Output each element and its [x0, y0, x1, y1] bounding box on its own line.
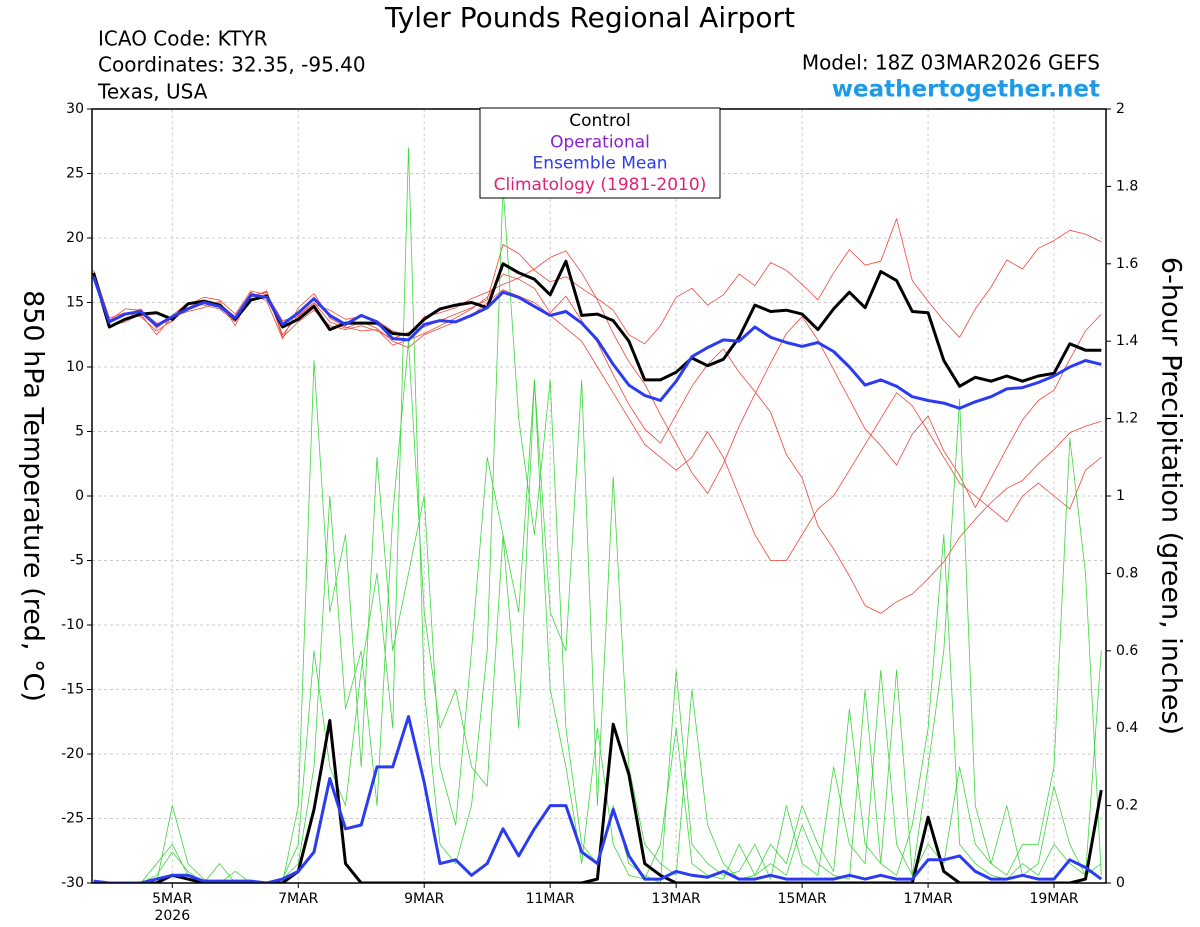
- legend-entry: Ensemble Mean: [532, 154, 667, 174]
- legend-box: [479, 107, 721, 199]
- member-line: [93, 218, 1102, 345]
- x-tick-label: 11MAR: [526, 891, 575, 907]
- y-tick-label: 10: [66, 359, 84, 375]
- x-tick-label: 7MAR: [278, 891, 319, 907]
- info-text: Texas, USA: [97, 80, 208, 104]
- y-tick-label: -15: [61, 682, 84, 698]
- y2-tick-label: 1: [1116, 488, 1125, 504]
- y2-tick-label: 2: [1116, 101, 1125, 117]
- axes: -30 -25 -20 -15 -10 -5 0 5 10 15 20 25 30 0 0.2 0.4 0.6 0…: [61, 101, 1138, 924]
- y-tick-label: 25: [66, 166, 84, 182]
- y2-tick-label: 1.2: [1116, 411, 1138, 427]
- member-line: [93, 340, 1102, 883]
- info-text: Coordinates: 32.35, -95.40: [98, 53, 366, 77]
- x-tick-label: 15MAR: [778, 891, 827, 907]
- y-tick-label: 30: [66, 101, 84, 117]
- y-tick-label: 5: [75, 424, 84, 440]
- info-text: ICAO Code: KTYR: [98, 27, 268, 51]
- series-line: [92, 276, 1102, 410]
- y2-tick-label: 1.8: [1116, 178, 1138, 194]
- chart-title: Tyler Pounds Regional Airport: [384, 1, 795, 34]
- x-tick-label: 9MAR: [404, 891, 445, 907]
- y-tick-label: -25: [61, 811, 84, 827]
- y2-axis-label: 6-hour Precipitation (green, inches): [1156, 257, 1187, 735]
- series-line: [93, 719, 1103, 883]
- x-tick-label: 13MAR: [652, 891, 701, 907]
- y-tick-label: 0: [75, 488, 84, 504]
- legend-entry: Climatology (1981-2010): [494, 175, 707, 195]
- y2-tick-label: 1.6: [1116, 256, 1138, 272]
- y-tick-label: -10: [61, 617, 84, 633]
- x-tick-label: 19MAR: [1029, 891, 1078, 907]
- y-tick-label: -5: [70, 553, 84, 569]
- y-tick-label: 15: [66, 295, 84, 311]
- y2-tick-label: 0: [1116, 875, 1125, 891]
- member-line: [93, 250, 1102, 508]
- y2-tick-label: 0.2: [1116, 798, 1138, 814]
- y2-tick-label: 0.8: [1116, 565, 1138, 581]
- x-tick-label: 17MAR: [903, 891, 952, 907]
- y-axis-label: 850 hPa Temperature (red, °C): [18, 290, 49, 702]
- y-tick-label: -30: [61, 875, 84, 891]
- y2-tick-label: 0.6: [1116, 643, 1138, 659]
- y-tick-label: -20: [61, 746, 84, 762]
- legend-entry: Operational: [550, 132, 650, 152]
- x-year-label: 2026: [154, 908, 190, 924]
- x-tick-label: 5MAR: [152, 891, 193, 907]
- member-line: [93, 360, 1102, 883]
- legend-entry: Control: [569, 111, 630, 131]
- y2-tick-label: 1.4: [1116, 333, 1138, 349]
- model-text: Model: 18Z 03MAR2026 GEFS: [802, 51, 1100, 75]
- y-tick-label: 20: [66, 230, 84, 246]
- site-link: weathertogether.net: [832, 77, 1100, 103]
- y2-tick-label: 0.4: [1116, 720, 1138, 736]
